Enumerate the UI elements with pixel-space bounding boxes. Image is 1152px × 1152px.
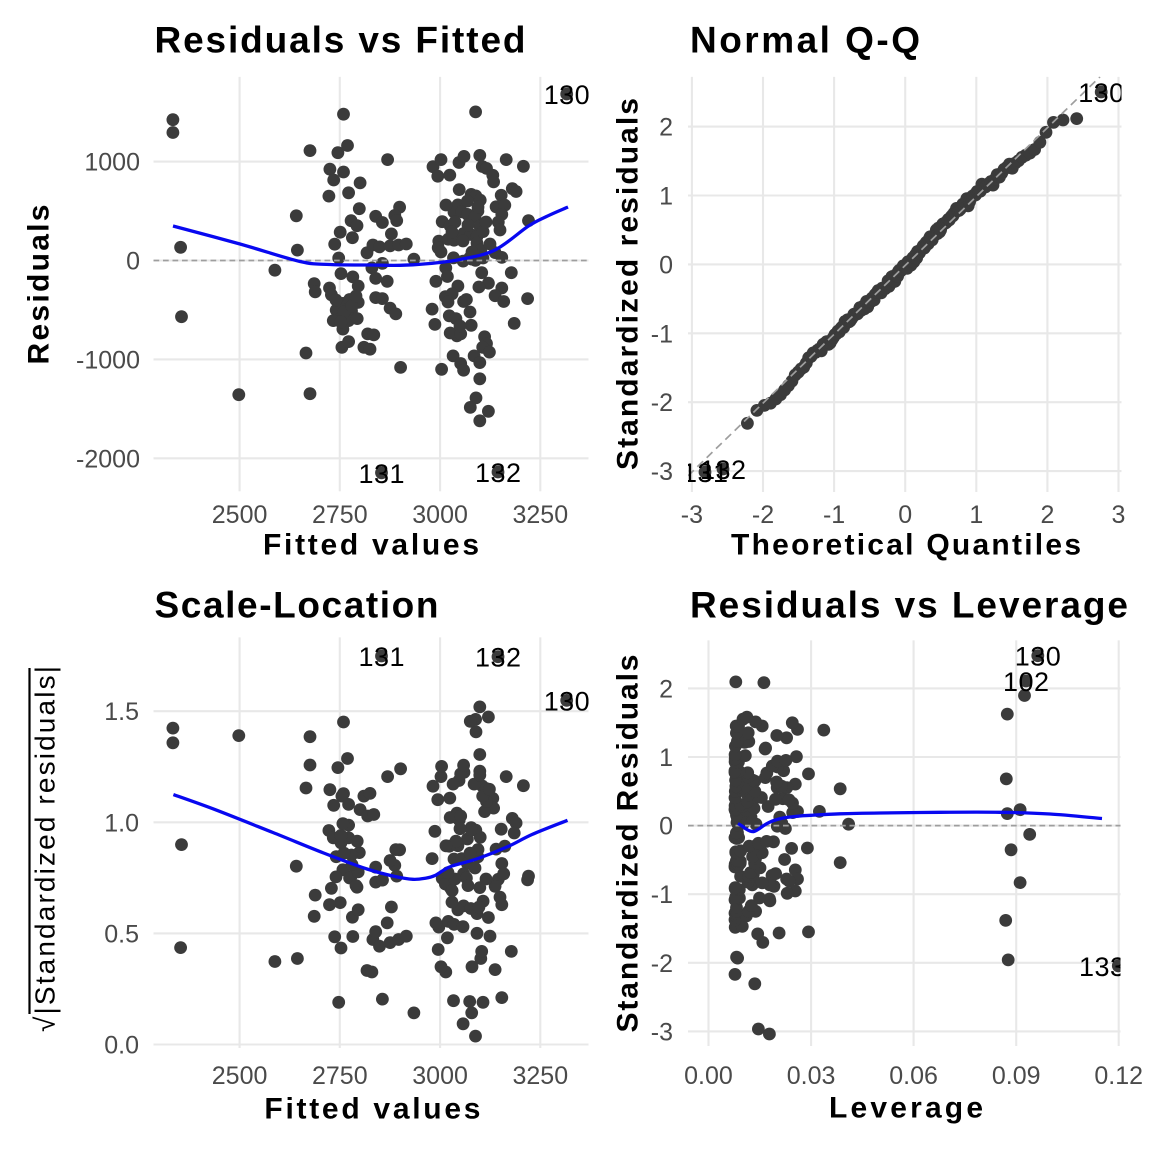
svg-text:0.06: 0.06	[889, 1062, 938, 1090]
svg-text:1: 1	[659, 183, 673, 211]
svg-text:102: 102	[1003, 667, 1049, 697]
svg-text:2500: 2500	[212, 1062, 268, 1090]
svg-text:2750: 2750	[312, 1062, 368, 1090]
svg-text:-3: -3	[651, 458, 673, 486]
svg-text:Theoretical Quantiles: Theoretical Quantiles	[731, 529, 1081, 562]
svg-text:2500: 2500	[212, 501, 268, 529]
svg-text:2: 2	[659, 114, 673, 142]
svg-text:0: 0	[126, 248, 140, 276]
svg-text:3000: 3000	[412, 501, 468, 529]
svg-text:132: 132	[475, 458, 521, 488]
svg-text:1: 1	[969, 501, 983, 529]
svg-text:3000: 3000	[412, 1062, 468, 1090]
svg-text:2: 2	[1040, 501, 1054, 529]
svg-text:-3: -3	[681, 501, 703, 529]
svg-text:2: 2	[659, 675, 673, 703]
svg-text:Leverage: Leverage	[829, 1092, 983, 1125]
svg-text:-1000: -1000	[76, 346, 140, 374]
svg-text:0.5: 0.5	[104, 920, 139, 948]
svg-text:Normal Q-Q: Normal Q-Q	[690, 20, 920, 61]
svg-text:130: 130	[544, 686, 590, 716]
svg-text:-1: -1	[651, 881, 673, 909]
svg-text:-3: -3	[651, 1018, 673, 1046]
svg-text:√|Standardized residuals|: √|Standardized residuals|	[30, 666, 61, 1032]
svg-text:130: 130	[544, 80, 590, 110]
svg-text:131: 131	[359, 459, 405, 489]
svg-text:130: 130	[1015, 642, 1061, 672]
svg-text:0: 0	[659, 813, 673, 841]
svg-text:Scale-Location: Scale-Location	[155, 585, 439, 626]
svg-text:1: 1	[659, 744, 673, 772]
svg-text:Residuals vs Leverage: Residuals vs Leverage	[690, 585, 1128, 626]
svg-text:131: 131	[359, 642, 405, 672]
svg-text:132: 132	[475, 643, 521, 673]
svg-text:0.00: 0.00	[684, 1062, 733, 1090]
svg-text:-2: -2	[651, 950, 673, 978]
svg-text:0: 0	[659, 251, 673, 279]
svg-text:Residuals: Residuals	[23, 205, 56, 365]
svg-text:1000: 1000	[84, 149, 140, 177]
svg-text:0.12: 0.12	[1094, 1062, 1143, 1090]
svg-text:3250: 3250	[512, 501, 568, 529]
svg-text:1.5: 1.5	[104, 698, 139, 726]
svg-text:-2000: -2000	[76, 445, 140, 473]
svg-text:-1: -1	[651, 320, 673, 348]
svg-text:3: 3	[1112, 501, 1126, 529]
svg-text:Standardized residuals: Standardized residuals	[612, 98, 645, 470]
svg-text:130: 130	[1078, 78, 1124, 108]
svg-text:132: 132	[700, 455, 746, 485]
svg-text:0.0: 0.0	[104, 1032, 139, 1060]
svg-text:0.09: 0.09	[992, 1062, 1041, 1090]
svg-text:-2: -2	[651, 389, 673, 417]
svg-text:3250: 3250	[512, 1062, 568, 1090]
svg-text:-1: -1	[823, 501, 845, 529]
svg-text:0: 0	[898, 501, 912, 529]
svg-text:Residuals vs Fitted: Residuals vs Fitted	[155, 20, 526, 61]
svg-text:1.0: 1.0	[104, 809, 139, 837]
svg-text:0.03: 0.03	[787, 1062, 836, 1090]
svg-text:-2: -2	[752, 501, 774, 529]
svg-text:2750: 2750	[312, 501, 368, 529]
svg-text:133: 133	[1079, 952, 1125, 982]
svg-text:131: 131	[682, 458, 728, 488]
